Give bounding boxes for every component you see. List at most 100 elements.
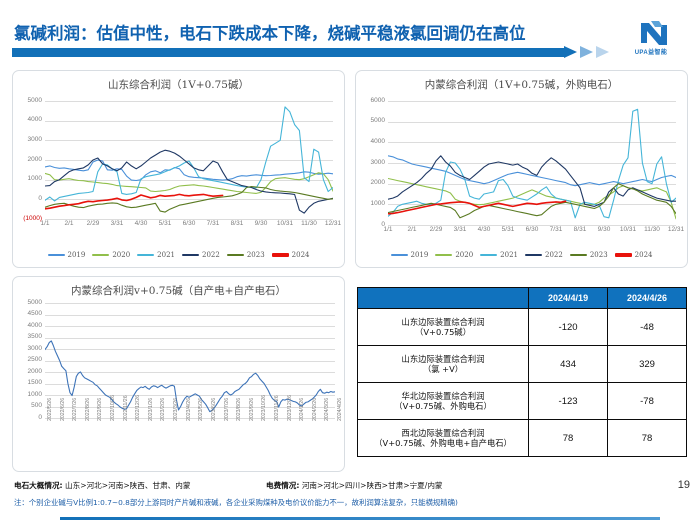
legend-label: 2020 [112, 251, 131, 259]
x-axis-tick: 2024/2/26 [311, 397, 318, 421]
x-axis-tick: 4/30 [134, 220, 148, 227]
legend-swatch [435, 253, 453, 257]
footnote-power: 电费情况: 河南>河北>四川>陕西>甘肃>宁夏/内蒙 [266, 480, 443, 491]
x-axis-tick: 6/30 [525, 226, 539, 233]
chart-neimeng-profit-self: 内蒙综合利润v+0.75碱（自产电+自产电石） 5000 4500 4000 3500… [12, 276, 345, 472]
table-cell-value-prev: -120 [528, 308, 609, 346]
y-axis-tick: 0 [38, 413, 42, 421]
x-axis-tick: 2/29 [86, 220, 100, 227]
footnote-power-value: 河南>河北>四川>陕西>甘肃>宁夏/内蒙 [301, 481, 443, 490]
x-axis-tick: 2023/11/26 [273, 395, 280, 421]
header-rule [12, 46, 688, 60]
x-axis-tick: 6/30 [182, 220, 196, 227]
table-cell-value-prev: 434 [528, 345, 609, 383]
x-axis-tick: 11/30 [644, 226, 660, 233]
legend-label: 2019 [67, 251, 86, 259]
header-rule-bar [12, 48, 564, 57]
legend-swatch [137, 253, 155, 257]
legend-item-2023[interactable]: 2023 [226, 251, 265, 259]
marginal-profit-table: 2024/4/19 2024/4/26 山东边际装置综合利润 （V+0.75碱） -… [356, 287, 687, 457]
y-axis-tick: 2000 [27, 367, 42, 375]
legend-item-2020[interactable]: 2020 [435, 251, 473, 259]
y-axis-tick: 2500 [27, 356, 42, 363]
x-axis-tick: 10/31 [619, 226, 637, 233]
x-axis-tick: 2023/3/26 [173, 397, 180, 421]
gridline [45, 395, 335, 396]
y-axis-tick: 6000 [370, 96, 385, 104]
y-axis-tick: 0 [38, 194, 42, 202]
chart-legend: 2019 2020 2021 2022 2023 2024 [356, 251, 687, 259]
series-line [388, 155, 676, 207]
series-line [388, 155, 676, 187]
legend-item-2019[interactable]: 2019 [47, 251, 86, 259]
series-line [388, 200, 567, 215]
gridline [45, 219, 333, 220]
legend-swatch [569, 253, 587, 257]
table-cell-value-curr: -78 [607, 382, 687, 420]
legend-item-2024[interactable]: 2024 [271, 251, 310, 259]
legend-item-2021[interactable]: 2021 [480, 251, 518, 259]
y-axis-tick: 5000 [27, 298, 42, 306]
x-axis-tick: 2023/2/26 [160, 397, 167, 421]
brand-logo: UPA益智能 [615, 20, 687, 58]
y-axis-tick: 3000 [27, 135, 42, 143]
x-axis-tick: 5/31 [501, 226, 515, 233]
table: 2024/4/19 2024/4/26 山东边际装置综合利润 （V+0.75碱） -… [356, 287, 687, 457]
legend-item-2019[interactable]: 2019 [390, 251, 428, 259]
plot-area [45, 340, 335, 413]
y-axis-tick: 4500 [27, 310, 42, 317]
gridline [45, 338, 335, 339]
x-axis-tick: 9/30 [597, 226, 611, 233]
x-axis-tick: 1/1 [40, 220, 50, 227]
x-axis-tick: 8/31 [230, 220, 244, 227]
legend-item-2024[interactable]: 2024 [614, 251, 652, 259]
legend-item-2023[interactable]: 2023 [569, 251, 608, 259]
series-line [45, 185, 333, 213]
plot-area [45, 106, 333, 214]
gridline [388, 184, 676, 185]
gridline [45, 140, 333, 141]
legend-swatch [271, 253, 289, 257]
gridline [388, 122, 676, 123]
legend-label: 2021 [157, 251, 175, 259]
legend-swatch [614, 253, 632, 257]
x-axis-tick: 10/31 [276, 220, 294, 227]
legend-item-2021[interactable]: 2021 [137, 251, 175, 259]
gridline [45, 303, 335, 304]
chevron-right-icon [564, 46, 577, 58]
chart-shandong-profit: 山东综合利润（1V+0.75碱） 5000 4000 3000 2000 1000 0 (1… [12, 70, 345, 268]
chart-neimeng-profit-purchased: 内蒙综合利润（1V+0.75碱，外购电石） 6000 5000 4000 3000 20… [355, 70, 688, 268]
legend-label: 2023 [589, 251, 608, 259]
gridline [45, 315, 335, 316]
gridline [45, 180, 333, 181]
legend-label: 2024 [291, 251, 310, 259]
legend-item-2022[interactable]: 2022 [525, 251, 563, 259]
x-axis-tick: 1/1 [383, 226, 393, 233]
legend-swatch [525, 253, 542, 257]
x-axis-tick: 2024/3/26 [324, 397, 331, 421]
table-header-date-1: 2024/4/19 [528, 287, 609, 309]
y-axis-tick: 3500 [27, 333, 42, 340]
x-axis-tick: 2022/6/26 [59, 397, 66, 421]
x-axis-tick: 2022/12/26 [135, 395, 142, 421]
legend-item-2022[interactable]: 2022 [182, 251, 220, 259]
table-cell-value-prev: -123 [528, 382, 609, 420]
table-cell-value-prev: 78 [528, 419, 609, 457]
gridline [388, 101, 676, 102]
x-axis-tick: 2/1 [407, 226, 417, 233]
x-axis-tick: 2024/4/26 [337, 397, 343, 421]
series-line [388, 183, 676, 219]
y-axis-tick: 1000 [27, 175, 42, 183]
legend-item-2020[interactable]: 2020 [92, 251, 130, 259]
table-cell-label: 华北边际装置综合利润 （V+0.75碱、外购电石） [356, 382, 530, 420]
x-axis-tick: 2023/9/26 [248, 397, 255, 421]
gridline [45, 199, 333, 200]
x-axis-tick: 2023/12/26 [286, 395, 293, 421]
x-axis-tick: 2022/11/26 [122, 395, 129, 421]
x-axis-tick: 2023/1/26 [147, 397, 154, 421]
x-axis-tick: 3/31 [110, 220, 124, 227]
x-axis-tick: 2022/5/26 [47, 397, 53, 421]
footnote-power-label: 电费情况: [266, 481, 300, 490]
y-axis-tick: 4000 [370, 137, 385, 145]
